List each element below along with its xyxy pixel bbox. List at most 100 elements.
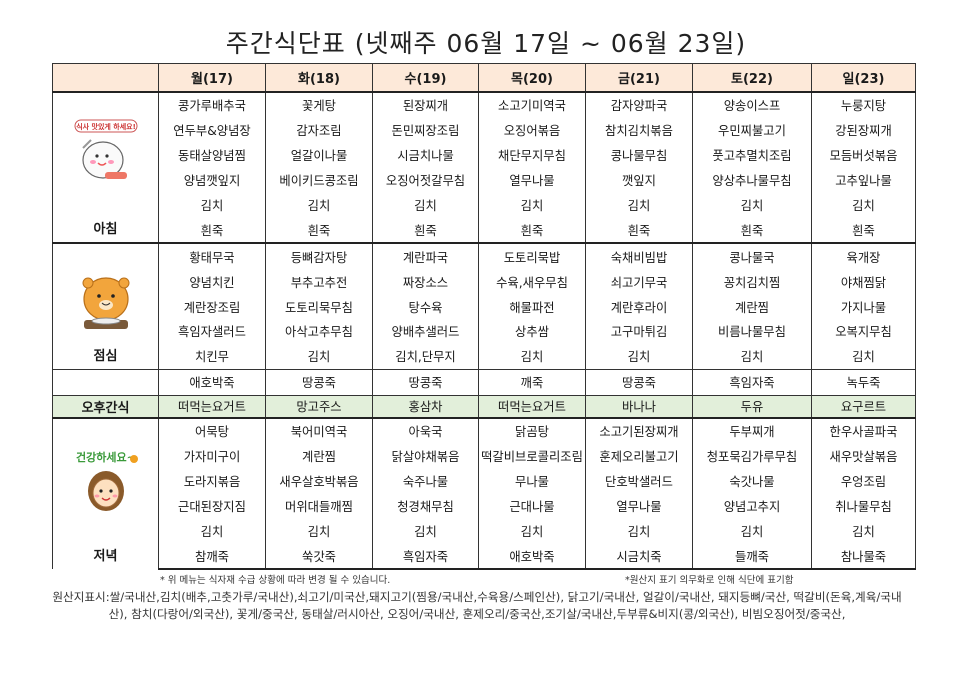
menu-item: 양념깻잎지 — [158, 167, 266, 193]
footnote-menu-change: * 위 메뉴는 식자재 수급 상황에 따라 변경 될 수 있습니다. — [160, 575, 391, 586]
menu-item: 꽃게탕 — [265, 91, 373, 118]
menu-item: 땅콩죽 — [372, 368, 479, 396]
menu-item: 우엉조림 — [811, 468, 916, 494]
menu-item: 청경채무침 — [372, 493, 479, 519]
menu-item: 흑임자죽 — [692, 368, 812, 396]
menu-item: 숙채비빔밥 — [585, 242, 693, 270]
menu-item: 흰죽 — [372, 217, 479, 244]
menu-item: 애호박죽 — [478, 543, 586, 571]
lunch-illustration-icon — [54, 265, 158, 345]
menu-item: 콩가루배추국 — [158, 91, 266, 118]
menu-item: 흰죽 — [478, 217, 586, 244]
menu-item: 열무나물 — [478, 167, 586, 193]
breakfast-illustration-icon: 식사 맛있게 하세요! — [54, 118, 158, 218]
menu-item: 풋고추멸치조림 — [692, 142, 812, 168]
menu-item: 흰죽 — [158, 217, 266, 244]
menu-item: 숙갓나물 — [692, 468, 812, 494]
menu-item: 쑥갓죽 — [265, 543, 373, 571]
snack-label: 오후간식 — [52, 394, 159, 419]
menu-item: 감자양파국 — [585, 91, 693, 118]
menu-item: 흰죽 — [585, 217, 693, 244]
menu-item: 열무나물 — [585, 493, 693, 519]
day-header: 월(17) — [158, 63, 266, 93]
header-row: 월(17) 화(18) 수(19) 목(20) 금(21) 토(22) 일(23… — [52, 63, 916, 93]
menu-item: 북어미역국 — [265, 417, 373, 444]
menu-item: 쇠고기무국 — [585, 269, 693, 295]
menu-item: 짜장소스 — [372, 269, 479, 295]
day-header: 화(18) — [265, 63, 373, 93]
empty-label-cell — [52, 368, 159, 396]
menu-item: 김치 — [372, 192, 479, 218]
menu-item: 떠먹는요거트 — [478, 394, 586, 419]
lunch-row: 치킨무 김치 김치,단무지 김치 김치 김치 김치 — [53, 343, 916, 370]
menu-item: 부추고추전 — [265, 269, 373, 295]
menu-item: 망고주스 — [265, 394, 373, 419]
menu-item: 흑임자죽 — [372, 543, 479, 571]
day-header: 토(22) — [692, 63, 812, 93]
lunch-row: 점심 황태무국 등뼈감자탕 계란파국 도토리묵밥 숙채비빔밥 콩나물국 육개장 — [52, 242, 916, 370]
origin-info: 원산지표시:쌀/국내산,김치(배추,고춧가루/국내산),쇠고기/미국산,돼지고기… — [52, 590, 902, 621]
menu-item: 흰죽 — [692, 217, 812, 244]
menu-item: 김치 — [265, 343, 373, 370]
menu-item: 계란장조림 — [158, 294, 266, 320]
menu-item: 김치 — [158, 518, 266, 544]
menu-item: 황태무국 — [158, 242, 266, 270]
menu-item: 김치 — [585, 343, 693, 370]
menu-item: 참치김치볶음 — [585, 117, 693, 143]
menu-item: 시금치죽 — [585, 543, 693, 571]
menu-item: 애호박죽 — [158, 368, 266, 396]
menu-item: 아욱국 — [372, 417, 479, 444]
menu-item: 해물파전 — [478, 294, 586, 320]
menu-item: 상추쌈 — [478, 319, 586, 344]
menu-item: 양배추샐러드 — [372, 319, 479, 344]
dinner-row: 김치 김치 김치 김치 김치 김치 김치 — [53, 518, 916, 544]
menu-item: 고구마튀김 — [585, 319, 693, 344]
menu-item: 소고기미역국 — [478, 91, 586, 118]
menu-item: 오복지무침 — [811, 319, 916, 344]
menu-item: 계란후라이 — [585, 294, 693, 320]
menu-item: 김치 — [372, 518, 479, 544]
menu-item: 두유 — [692, 394, 812, 419]
menu-item: 김치 — [692, 518, 812, 544]
menu-item: 베이키드콩조림 — [265, 167, 373, 193]
day-header: 금(21) — [585, 63, 693, 93]
dinner-label: 저녁 — [93, 549, 118, 565]
menu-item: 홍삼차 — [372, 394, 479, 419]
menu-item: 모듬버섯볶음 — [811, 142, 916, 168]
menu-item: 양념치킨 — [158, 269, 266, 295]
menu-item: 가지나물 — [811, 294, 916, 320]
menu-item: 훈제오리불고기 — [585, 443, 693, 469]
menu-item: 들깨죽 — [692, 543, 812, 571]
menu-item: 오징어젓갈무침 — [372, 167, 479, 193]
menu-item: 아삭고추무침 — [265, 319, 373, 344]
lunch-row: 양념치킨 부추고추전 짜장소스 수육,새우무침 쇠고기무국 꽁치김치찜 야채찜닭 — [53, 269, 916, 295]
dinner-row: 근대된장지짐 머위대들깨찜 청경채무침 근대나물 열무나물 양념고추지 취나물무침 — [53, 493, 916, 519]
menu-item: 김치 — [265, 192, 373, 218]
menu-item: 치킨무 — [158, 343, 266, 370]
lunch-label-cell: 점심 — [52, 242, 159, 370]
menu-item: 야채찜닭 — [811, 269, 916, 295]
menu-item: 도토리묵밥 — [478, 242, 586, 270]
menu-item: 떠먹는요거트 — [158, 394, 266, 419]
breakfast-row: 양념깻잎지 베이키드콩조림 오징어젓갈무침 열무나물 깻잎지 양상추나물무침 고추잎나물 — [53, 167, 916, 193]
menu-item: 김치 — [265, 518, 373, 544]
menu-item: 근대된장지짐 — [158, 493, 266, 519]
menu-item: 요구르트 — [811, 394, 916, 419]
snack-row: 오후간식 떠먹는요거트 망고주스 홍삼차 떠먹는요거트 바나나 두유 요구르트 — [52, 394, 916, 419]
menu-item: 어묵탕 — [158, 417, 266, 444]
menu-item: 흰죽 — [811, 217, 916, 244]
menu-item: 감자조림 — [265, 117, 373, 143]
menu-item: 비름나물무침 — [692, 319, 812, 344]
page-title: 주간식단표 (넷째주 06월 17일 ~ 06월 23일) — [225, 29, 747, 58]
menu-item: 동태살양념찜 — [158, 142, 266, 168]
menu-item: 양송이스프 — [692, 91, 812, 118]
menu-item: 양념고추지 — [692, 493, 812, 519]
menu-item: 두부찌개 — [692, 417, 812, 444]
menu-item: 고추잎나물 — [811, 167, 916, 193]
menu-item: 된장찌개 — [372, 91, 479, 118]
menu-item: 녹두죽 — [811, 368, 916, 396]
day-header: 수(19) — [372, 63, 479, 93]
menu-item: 계란파국 — [372, 242, 479, 270]
menu-item: 흑임자샐러드 — [158, 319, 266, 344]
menu-item: 머위대들깨찜 — [265, 493, 373, 519]
